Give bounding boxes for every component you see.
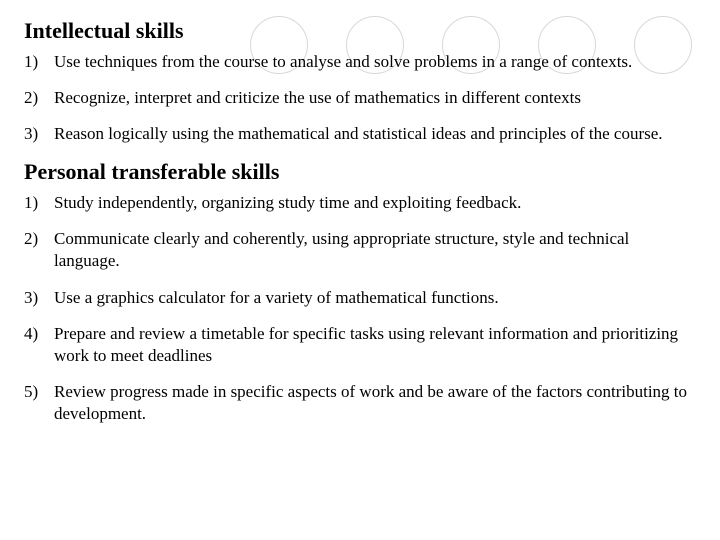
list-text: Prepare and review a timetable for speci… <box>54 323 698 367</box>
list-text: Use techniques from the course to analys… <box>54 51 698 73</box>
list-number: 2) <box>24 228 54 272</box>
list-text: Reason logically using the mathematical … <box>54 123 698 145</box>
list-item: 5) Review progress made in specific aspe… <box>24 381 698 425</box>
list-number: 3) <box>24 287 54 309</box>
list-number: 2) <box>24 87 54 109</box>
list-item: 1) Study independently, organizing study… <box>24 192 698 214</box>
list-item: 4) Prepare and review a timetable for sp… <box>24 323 698 367</box>
list-text: Study independently, organizing study ti… <box>54 192 698 214</box>
list-item: 1) Use techniques from the course to ana… <box>24 51 698 73</box>
list-item: 2) Recognize, interpret and criticize th… <box>24 87 698 109</box>
list-number: 3) <box>24 123 54 145</box>
list-text: Use a graphics calculator for a variety … <box>54 287 698 309</box>
list-text: Communicate clearly and coherently, usin… <box>54 228 698 272</box>
list-item: 2) Communicate clearly and coherently, u… <box>24 228 698 272</box>
section-heading-1: Intellectual skills <box>24 18 698 44</box>
section-heading-2: Personal transferable skills <box>24 159 698 185</box>
slide-content: Intellectual skills 1) Use techniques fr… <box>0 0 720 449</box>
list-number: 5) <box>24 381 54 425</box>
list-item: 3) Use a graphics calculator for a varie… <box>24 287 698 309</box>
list-number: 1) <box>24 51 54 73</box>
list-text: Recognize, interpret and criticize the u… <box>54 87 698 109</box>
list-item: 3) Reason logically using the mathematic… <box>24 123 698 145</box>
list-number: 1) <box>24 192 54 214</box>
list-number: 4) <box>24 323 54 367</box>
list-text: Review progress made in specific aspects… <box>54 381 698 425</box>
